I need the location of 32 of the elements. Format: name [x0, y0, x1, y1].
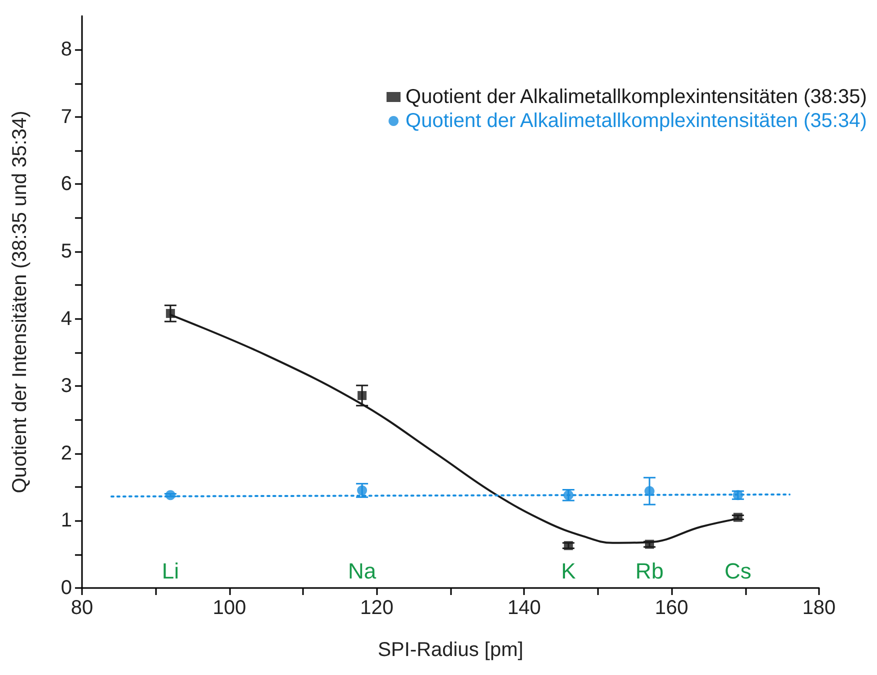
x-tick-label: 120 — [360, 597, 394, 619]
annotation: Li — [162, 558, 180, 584]
y-tick-label: 4 — [60, 308, 72, 330]
point — [733, 512, 742, 522]
x-axis-title: SPI-Radius [pm] — [378, 639, 524, 661]
point — [165, 490, 176, 500]
x-tick-label: 100 — [212, 597, 246, 619]
annotation: Na — [348, 558, 377, 584]
y-tick-label: 3 — [60, 375, 72, 398]
annotation: Cs — [724, 558, 752, 584]
annotation: Rb — [635, 558, 664, 584]
x-tick-label: 140 — [508, 597, 541, 619]
y-axis-title: Quotient der Intensitäten (38:35 und 35:34) — [9, 110, 31, 494]
legend-label: Quotient der Alkalimetallkomplexintensitäten (38:35) — [406, 86, 867, 108]
point — [564, 541, 573, 550]
y-tick-label: 8 — [60, 38, 72, 61]
y-tick-label: 7 — [60, 106, 72, 128]
legend-label: Quotient der Alkalimetallkomplexintensitäten (35:34) — [406, 110, 867, 132]
x-tick-label: 80 — [70, 597, 94, 619]
x-tick-label: 160 — [654, 597, 688, 619]
y-tick-label: 0 — [60, 577, 72, 599]
point — [358, 391, 367, 400]
annotation: K — [561, 558, 576, 584]
y-tick-label: 1 — [60, 510, 72, 532]
point — [644, 486, 654, 496]
point — [166, 308, 175, 318]
x-tick-label: 180 — [802, 597, 836, 619]
y-tick-label: 5 — [60, 240, 72, 263]
y-tick-label: 2 — [60, 442, 72, 464]
point — [357, 485, 368, 496]
point — [644, 540, 654, 549]
y-tick-label: 6 — [60, 173, 72, 196]
